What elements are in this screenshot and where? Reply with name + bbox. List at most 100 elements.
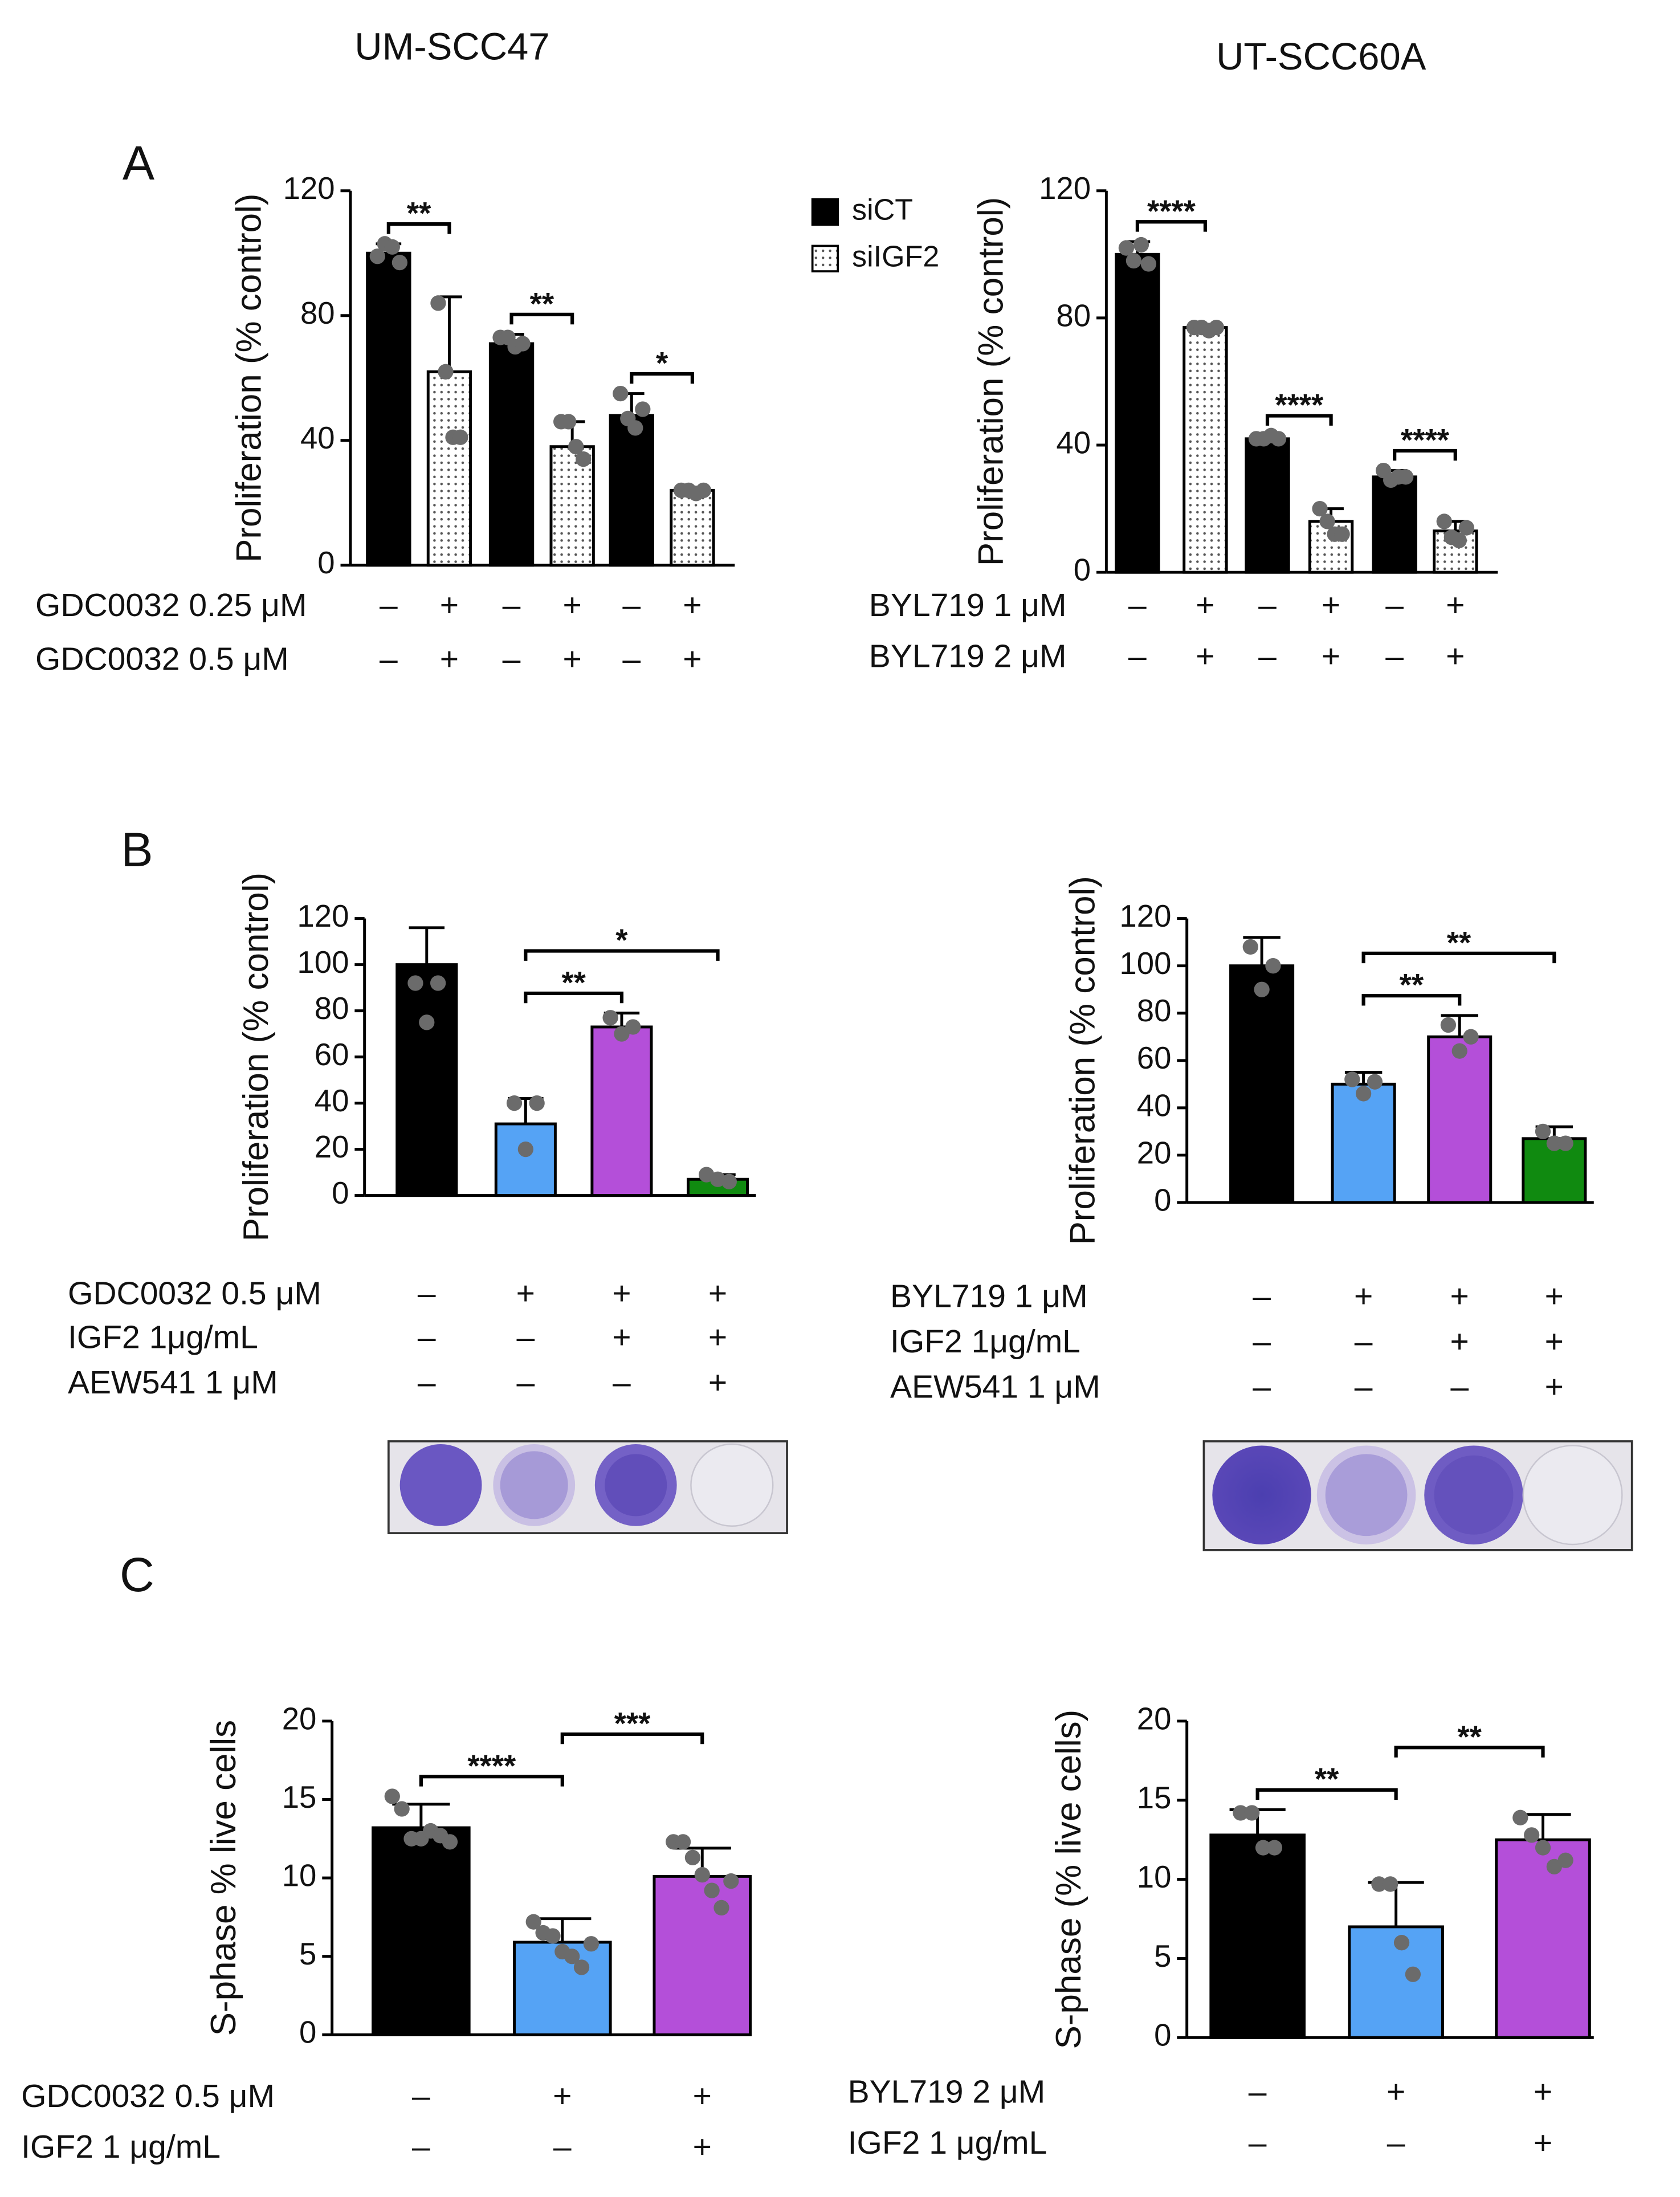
treatment-sign: + <box>1545 1278 1564 1315</box>
data-point <box>635 401 651 417</box>
treatment-sign: + <box>516 1275 535 1312</box>
y-axis-label: Proliferation (% control) <box>1063 876 1103 1245</box>
treatment-label: GDC0032 0.25 μM <box>35 587 307 623</box>
data-point <box>1557 1852 1573 1868</box>
data-point <box>625 1019 641 1035</box>
treatment-sign: – <box>1253 1323 1271 1360</box>
y-tick-label: 80 <box>300 296 335 331</box>
data-point <box>517 1141 533 1157</box>
significance-bracket <box>1394 1746 1545 1758</box>
data-point <box>506 1095 523 1111</box>
treatment-sign: + <box>1387 2074 1405 2110</box>
bar <box>1427 1035 1493 1204</box>
bar <box>426 370 472 567</box>
treatment-sign: + <box>1322 587 1340 623</box>
treatment-label: GDC0032 0.5 μM <box>68 1275 321 1312</box>
y-tick-label: 40 <box>1056 425 1091 460</box>
data-point <box>1557 1135 1573 1151</box>
treatment-sign: – <box>516 1364 535 1401</box>
data-point <box>602 1010 618 1026</box>
treatment-sign: + <box>1450 1323 1469 1360</box>
y-tick-label: 60 <box>1137 1041 1172 1075</box>
significance-bracket <box>560 1732 704 1744</box>
y-tick-label: 20 <box>315 1130 349 1164</box>
data-point <box>561 414 577 430</box>
bar <box>1182 326 1228 574</box>
y-axis-label: Proliferation (% control) <box>236 873 276 1241</box>
treatment-sign: + <box>612 1319 631 1356</box>
data-point <box>1451 1043 1467 1059</box>
bar <box>494 1122 557 1197</box>
treatment-sign: + <box>563 641 582 677</box>
well-photo <box>387 1440 788 1535</box>
data-point <box>576 451 592 467</box>
data-point <box>1140 256 1157 272</box>
data-point <box>1440 1017 1457 1033</box>
treatment-sign: + <box>683 587 702 623</box>
y-tick-label: 40 <box>315 1083 349 1118</box>
legend-label: siCT <box>852 194 913 227</box>
data-point <box>442 1834 458 1850</box>
treatment-sign: – <box>1128 638 1147 674</box>
data-point <box>515 336 531 352</box>
treatment-sign: – <box>503 641 521 677</box>
y-tick-label: 0 <box>1074 553 1091 588</box>
treatment-sign: – <box>1253 1278 1271 1315</box>
treatment-sign: + <box>693 2129 712 2165</box>
significance-label: * <box>656 345 668 380</box>
significance-label: ** <box>1315 1762 1339 1796</box>
treatment-sign: – <box>622 587 641 623</box>
data-point <box>695 482 712 499</box>
data-point <box>694 1866 710 1883</box>
data-point <box>1355 1086 1372 1102</box>
y-tick-label: 60 <box>315 1037 349 1072</box>
data-point <box>1233 1805 1249 1821</box>
treatment-sign: + <box>440 587 459 623</box>
data-point <box>1208 319 1225 336</box>
significance-bracket <box>386 222 451 234</box>
data-point <box>1265 958 1281 974</box>
data-point <box>1546 1135 1562 1151</box>
significance-label: * <box>615 923 628 957</box>
significance-label: *** <box>614 1706 651 1741</box>
treatment-label: GDC0032 0.5 μM <box>21 2078 275 2114</box>
y-tick-label: 120 <box>1039 171 1091 206</box>
y-tick-label: 5 <box>1154 1939 1171 1974</box>
significance-bracket <box>1265 414 1333 426</box>
well-photo <box>1202 1440 1633 1551</box>
data-point <box>1512 1809 1528 1825</box>
treatment-sign: – <box>1253 1368 1271 1405</box>
significance-bracket <box>524 949 720 961</box>
data-point <box>1383 1876 1398 1892</box>
significance-label: **** <box>467 1748 516 1783</box>
data-point <box>384 1788 400 1804</box>
data-point <box>438 364 454 380</box>
error-bar <box>409 926 445 965</box>
data-point <box>723 1873 739 1889</box>
data-point <box>1254 981 1270 997</box>
bar <box>590 1025 653 1197</box>
data-point <box>1133 237 1149 253</box>
data-point <box>568 439 584 455</box>
significance-bracket <box>509 312 574 325</box>
panel-label: C <box>120 1548 154 1601</box>
treatment-sign: + <box>612 1275 631 1312</box>
y-tick-label: 80 <box>1056 298 1091 333</box>
data-point <box>1524 1827 1540 1843</box>
data-point <box>1546 1858 1562 1875</box>
data-point <box>1270 431 1287 447</box>
bar <box>1372 475 1417 574</box>
data-point <box>369 248 385 264</box>
treatment-sign: – <box>503 587 521 623</box>
treatment-sign: + <box>1534 2074 1552 2110</box>
treatment-sign: – <box>418 1319 436 1356</box>
data-point <box>704 1882 720 1898</box>
treatment-sign: – <box>380 641 398 677</box>
y-tick-label: 40 <box>300 421 335 455</box>
data-point <box>1344 1071 1360 1087</box>
data-point <box>564 1949 580 1964</box>
bar <box>1245 437 1290 574</box>
data-point <box>452 429 468 445</box>
significance-label: ** <box>561 965 586 1000</box>
significance-label: **** <box>1147 194 1196 229</box>
